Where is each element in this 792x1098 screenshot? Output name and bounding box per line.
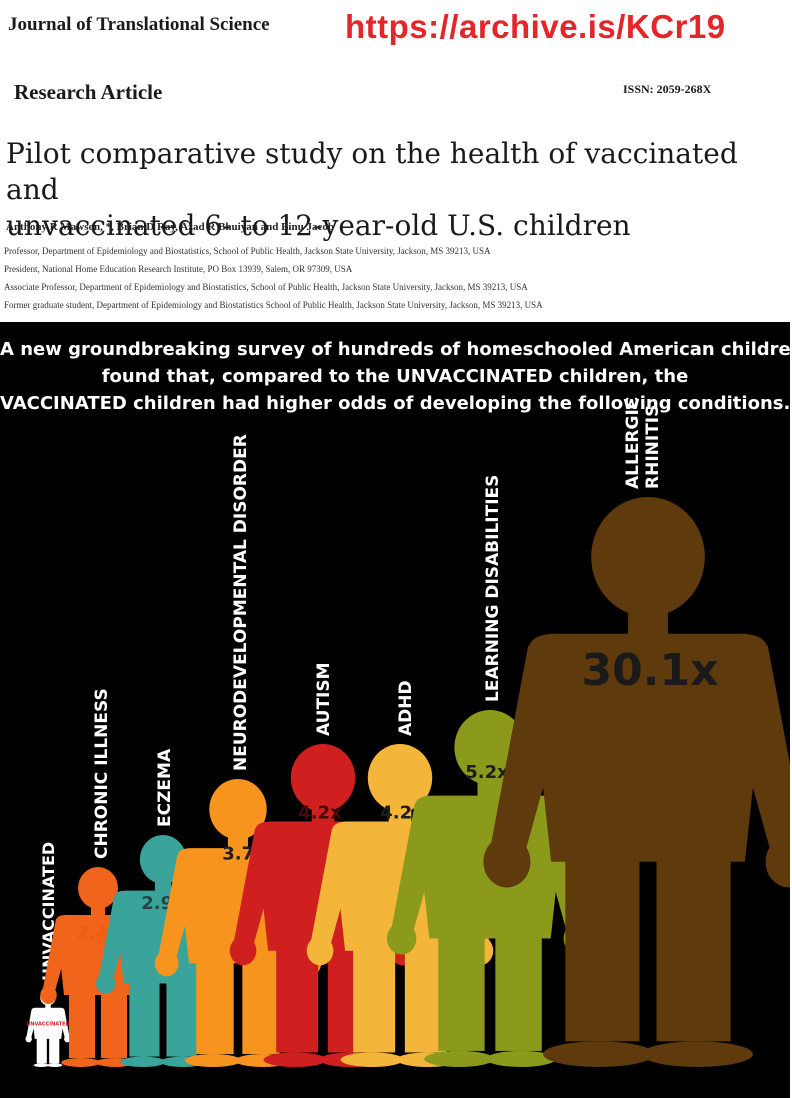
silhouette-right-arm	[59, 1009, 70, 1039]
silhouette-head	[591, 497, 705, 617]
silhouette-leg	[565, 827, 640, 1042]
paper-title: Pilot comparative study on the health of…	[6, 136, 792, 244]
category-label: ADHD	[396, 680, 416, 736]
silhouette-foot	[120, 1056, 166, 1067]
silhouette-hand	[96, 973, 116, 994]
silhouette-leg	[129, 969, 160, 1057]
silhouette-foot	[47, 1063, 63, 1067]
silhouette-neck	[227, 833, 249, 851]
silhouette-left-arm	[158, 853, 197, 961]
category-label: CHRONIC ILLNESS	[92, 688, 112, 859]
child-silhouette	[483, 497, 790, 1067]
value-label: 5.2x	[465, 762, 509, 783]
category-label: LEARNING DISABILITIES	[483, 475, 503, 702]
affiliation: President, National Home Education Resea…	[4, 264, 353, 274]
silhouette-neck	[91, 904, 105, 917]
category-label: NEURODEVELOPMENTAL DISORDER	[231, 434, 251, 771]
silhouette-foot	[33, 1063, 49, 1067]
silhouette-right-arm	[729, 645, 790, 857]
silhouette-neck	[477, 777, 503, 799]
silhouette-foot	[61, 1058, 101, 1067]
silhouette-neck	[311, 805, 335, 825]
silhouette-left-arm	[98, 895, 130, 982]
silhouette-hand	[64, 1035, 71, 1043]
silhouette-left-arm	[489, 645, 567, 857]
silhouette-hand	[154, 950, 179, 977]
silhouette-foot	[185, 1054, 242, 1067]
silhouette-torso	[31, 1007, 65, 1039]
silhouette-left-arm	[42, 919, 70, 993]
paper-title-line: unvaccinated 6- to 12-year-old U.S. chil…	[6, 209, 631, 242]
affiliation: Former graduate student, Department of E…	[4, 300, 543, 310]
silhouette-neck	[628, 604, 668, 639]
silhouette-foot	[641, 1041, 753, 1067]
issn: ISSN: 2059-268X	[623, 82, 712, 96]
silhouette-foot	[486, 1050, 556, 1067]
silhouette-left-arm	[390, 802, 440, 935]
headline-line: VACCINATED children had higher odds of d…	[0, 393, 790, 414]
silhouette-head	[209, 779, 267, 840]
article-type: Research Article	[14, 80, 163, 104]
silhouette-leg	[101, 983, 127, 1058]
silhouette-neck	[388, 805, 412, 825]
infographic-headline: A new groundbreaking survey of hundreds …	[0, 336, 790, 417]
paper-title-line: Pilot comparative study on the health of…	[6, 137, 738, 206]
headline-line: A new groundbreaking survey of hundreds …	[0, 339, 790, 360]
silhouette-leg	[69, 983, 95, 1058]
silhouette-leg	[36, 1034, 47, 1064]
silhouette-leg	[196, 946, 234, 1055]
category-label: AUTISM	[314, 662, 334, 736]
silhouette-leg	[656, 827, 731, 1042]
silhouette-hand	[386, 922, 417, 955]
archive-url[interactable]: https://archive.is/KCr19	[345, 8, 726, 45]
silhouette-foot	[263, 1052, 327, 1067]
author-list: Anthony R Mawson, *, Brian D Ray, Azad R…	[6, 221, 334, 233]
silhouette-hand	[483, 836, 531, 888]
value-label: 30.1x	[582, 645, 719, 696]
value-label: 4.2x	[298, 802, 342, 823]
affiliation: Professor, Department of Epidemiology an…	[4, 246, 491, 256]
silhouette-head	[78, 867, 118, 909]
affiliation: Associate Professor, Department of Epide…	[4, 282, 528, 292]
category-label: ALLERGIC	[623, 397, 643, 489]
silhouette-hand	[306, 936, 334, 966]
silhouette-leg	[353, 931, 396, 1053]
silhouette-hand	[229, 936, 257, 966]
silhouette-left-arm	[310, 827, 354, 948]
silhouette-torso	[528, 633, 768, 862]
silhouette-leg	[242, 946, 280, 1055]
silhouette-leg	[495, 917, 542, 1051]
silhouette-neck	[45, 1003, 51, 1009]
silhouette-foot	[424, 1050, 494, 1067]
silhouette-neck	[154, 878, 172, 893]
silhouette-hand	[25, 1035, 32, 1043]
silhouette-left-arm	[26, 1009, 37, 1039]
silhouette-head	[290, 744, 356, 812]
silhouette-foot	[543, 1041, 655, 1067]
shirt-label: UNVACCINATED	[26, 1022, 70, 1028]
silhouette-head	[367, 744, 433, 812]
child-silhouette	[25, 989, 71, 1067]
silhouette-leg	[49, 1034, 60, 1064]
journal-name: Journal of Translational Science	[8, 14, 270, 35]
silhouette-leg	[438, 917, 485, 1051]
silhouette-hand	[765, 836, 790, 888]
headline-line: found that, compared to the UNVACCINATED…	[101, 366, 689, 387]
category-label: ECZEMA	[155, 748, 175, 827]
silhouette-foot	[340, 1052, 404, 1067]
silhouette-left-arm	[233, 827, 277, 948]
category-label: RHINITIS	[643, 405, 663, 489]
infographic-panel: A new groundbreaking survey of hundreds …	[0, 322, 790, 1098]
silhouette-leg	[166, 969, 197, 1057]
silhouette-hand	[40, 986, 57, 1004]
